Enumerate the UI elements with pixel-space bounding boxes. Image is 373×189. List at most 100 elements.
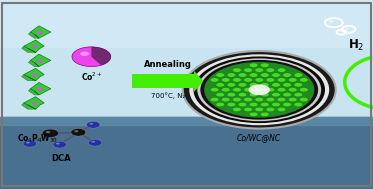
Circle shape (294, 93, 303, 97)
Circle shape (250, 73, 258, 77)
Polygon shape (24, 68, 44, 81)
Circle shape (71, 129, 86, 136)
Circle shape (272, 93, 280, 97)
Circle shape (46, 131, 50, 133)
Circle shape (233, 78, 241, 82)
Circle shape (238, 102, 247, 107)
Circle shape (261, 73, 269, 77)
Circle shape (74, 130, 78, 132)
Circle shape (80, 52, 89, 56)
Circle shape (250, 93, 258, 97)
Circle shape (183, 51, 336, 129)
Circle shape (277, 98, 286, 102)
Circle shape (283, 102, 291, 107)
Circle shape (250, 83, 258, 87)
Circle shape (91, 141, 95, 143)
Circle shape (261, 102, 269, 107)
Circle shape (294, 102, 303, 107)
Circle shape (294, 73, 303, 77)
Circle shape (272, 102, 280, 107)
Circle shape (261, 112, 269, 116)
Polygon shape (22, 75, 36, 81)
Circle shape (288, 98, 297, 102)
Polygon shape (30, 73, 38, 77)
Polygon shape (28, 89, 39, 95)
Circle shape (244, 78, 253, 82)
Wedge shape (91, 47, 111, 65)
Circle shape (300, 88, 308, 92)
Circle shape (283, 73, 291, 77)
Circle shape (329, 20, 334, 23)
Circle shape (300, 98, 308, 102)
Circle shape (238, 83, 247, 87)
Circle shape (266, 68, 275, 72)
Circle shape (277, 107, 286, 112)
Circle shape (210, 88, 219, 92)
Circle shape (250, 112, 258, 116)
Circle shape (244, 107, 253, 112)
Text: Co$_4$P$_4$W$_{30}$: Co$_4$P$_4$W$_{30}$ (17, 132, 58, 145)
Polygon shape (194, 71, 203, 92)
Circle shape (288, 88, 297, 92)
Circle shape (189, 54, 329, 125)
Polygon shape (28, 32, 39, 38)
Circle shape (26, 142, 30, 144)
Circle shape (210, 78, 219, 82)
Circle shape (255, 78, 263, 82)
Polygon shape (37, 30, 44, 35)
Circle shape (222, 98, 230, 102)
Text: Annealing: Annealing (144, 60, 192, 70)
Polygon shape (31, 82, 51, 95)
Polygon shape (31, 54, 51, 67)
Circle shape (216, 102, 225, 107)
Circle shape (255, 107, 263, 112)
Circle shape (200, 60, 318, 120)
Circle shape (233, 68, 241, 72)
Circle shape (255, 88, 263, 92)
Circle shape (255, 98, 263, 102)
Polygon shape (30, 101, 38, 105)
Circle shape (266, 78, 275, 82)
Circle shape (216, 83, 225, 87)
Polygon shape (37, 59, 44, 63)
Circle shape (210, 98, 219, 102)
Polygon shape (22, 46, 36, 52)
Polygon shape (22, 103, 36, 109)
Circle shape (23, 140, 37, 147)
Circle shape (250, 63, 258, 67)
Polygon shape (37, 87, 44, 91)
Text: Co$^{2+}$: Co$^{2+}$ (81, 70, 102, 83)
Circle shape (277, 68, 286, 72)
Circle shape (227, 93, 236, 97)
Circle shape (233, 88, 241, 92)
Circle shape (238, 93, 247, 97)
Circle shape (272, 83, 280, 87)
Circle shape (300, 78, 308, 82)
Circle shape (227, 83, 236, 87)
Polygon shape (24, 97, 44, 109)
Circle shape (266, 107, 275, 112)
Circle shape (272, 73, 280, 77)
Circle shape (197, 58, 321, 121)
Circle shape (88, 139, 102, 146)
Circle shape (288, 78, 297, 82)
Circle shape (204, 62, 314, 118)
Circle shape (266, 88, 275, 92)
Circle shape (233, 107, 241, 112)
Circle shape (294, 83, 303, 87)
Circle shape (238, 73, 247, 77)
Circle shape (222, 88, 230, 92)
Bar (132, 74, 194, 88)
Circle shape (345, 27, 349, 29)
Circle shape (227, 73, 236, 77)
Circle shape (283, 83, 291, 87)
Circle shape (338, 31, 341, 32)
Circle shape (283, 93, 291, 97)
Polygon shape (31, 26, 51, 38)
Circle shape (90, 123, 93, 125)
Circle shape (53, 141, 66, 148)
Circle shape (72, 47, 111, 67)
Circle shape (233, 98, 241, 102)
Circle shape (42, 129, 59, 137)
Circle shape (266, 98, 275, 102)
